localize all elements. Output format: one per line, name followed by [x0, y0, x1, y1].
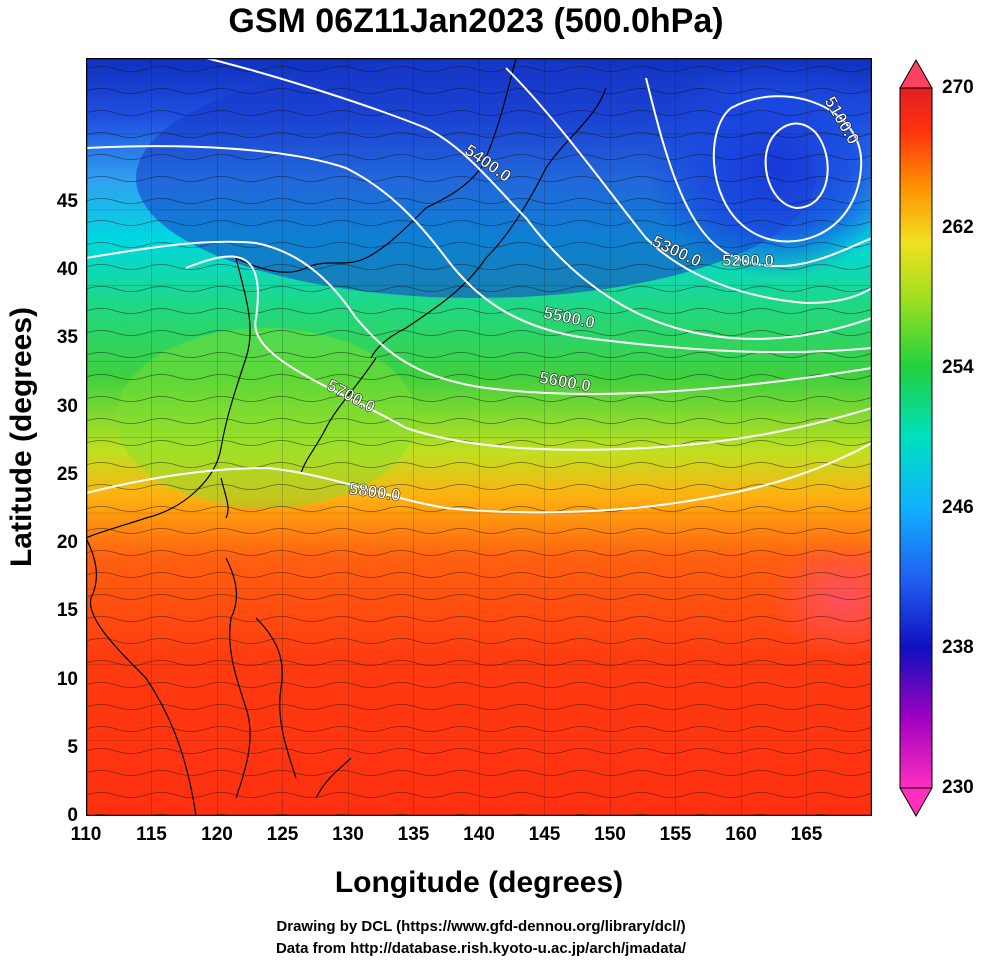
x-tick-label: 145 — [528, 824, 561, 845]
x-tick-label: 110 — [70, 824, 102, 845]
height-contours — [86, 58, 872, 514]
y-tick-label: 30 — [56, 395, 78, 417]
x-tick-label: 150 — [594, 824, 626, 845]
contour-5700 — [185, 255, 872, 451]
x-axis-label: Longitude (degrees) — [334, 866, 624, 899]
y-tick-label: 0 — [67, 805, 78, 826]
colorbar-tick-label: 246 — [942, 497, 974, 518]
colorbar-bottom-arrow — [899, 787, 933, 818]
y-tick-label: 35 — [56, 327, 78, 349]
y-tick-label: 40 — [56, 259, 78, 281]
y-tick-label: 5 — [67, 736, 78, 758]
colorbar-tick-label: 238 — [942, 637, 974, 658]
temperature-field-map: 5100.0 5200.0 5300.0 5400.0 5500.0 5600.… — [86, 58, 872, 816]
colorbar-tick-label: 230 — [942, 777, 974, 798]
x-tick-label: 155 — [659, 824, 692, 845]
lat-lon-grid — [86, 58, 872, 816]
y-tick-label: 25 — [56, 463, 78, 485]
y-tick-label: 20 — [56, 532, 78, 554]
colorbar-tick-label: 262 — [942, 217, 974, 238]
map-plot-area: 5100.0 5200.0 5300.0 5400.0 5500.0 5600.… — [86, 58, 872, 816]
colorbar-tick-label: 270 — [942, 77, 974, 98]
x-tick-label: 165 — [790, 824, 823, 845]
x-tick-label: 160 — [725, 824, 757, 845]
x-tick-label: 140 — [463, 824, 495, 845]
x-tick-label: 120 — [201, 824, 233, 845]
colorbar — [896, 58, 936, 818]
y-tick-label: 10 — [56, 668, 78, 690]
contour-5100-inner — [764, 122, 829, 210]
y-axis-label: Latitude (degrees) — [5, 306, 38, 568]
plot-frame — [86, 58, 872, 816]
contour-5800 — [86, 442, 872, 514]
x-tick-label: 125 — [266, 824, 299, 845]
colorbar-scale — [899, 87, 933, 789]
credit-line-1: Drawing by DCL (https://www.gfd-dennou.o… — [276, 918, 686, 935]
colorbar-top-arrow — [899, 58, 933, 89]
x-tick-label: 130 — [332, 824, 364, 845]
contour-5600 — [86, 240, 872, 395]
credit-line-2: Data from http://database.rish.kyoto-u.a… — [275, 940, 687, 957]
contour-5100-outer — [712, 95, 863, 243]
contour-5400 — [205, 58, 872, 340]
map-title: GSM 06Z11Jan2023 (500.0hPa) — [228, 2, 724, 40]
y-tick-label: 15 — [56, 600, 78, 622]
x-tick-label: 115 — [136, 824, 167, 845]
colorbar-graphic — [899, 58, 933, 818]
y-tick-label: 45 — [56, 191, 78, 213]
contour-5200 — [645, 77, 872, 268]
contour-label-5200: 5200.0 — [722, 251, 774, 270]
contour-5300 — [505, 67, 872, 305]
colorbar-tick-label: 254 — [942, 357, 974, 378]
contour-5500 — [86, 145, 872, 354]
x-tick-label: 135 — [397, 824, 430, 845]
